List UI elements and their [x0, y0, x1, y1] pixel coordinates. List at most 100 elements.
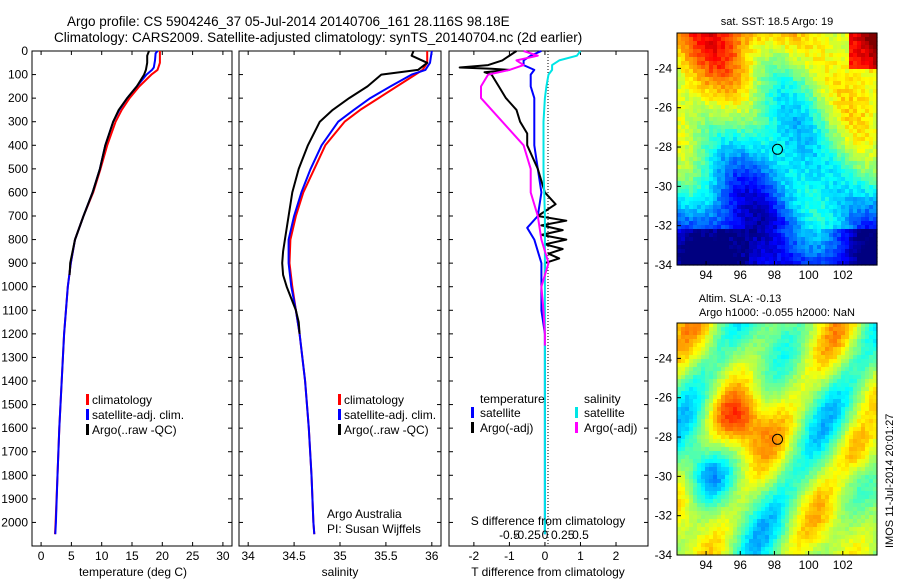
sla_map-cell [737, 335, 742, 340]
sla_map-cell [849, 375, 854, 380]
sla_map-cell [741, 331, 746, 336]
sst_map-cell [857, 185, 862, 190]
sst_map-cell [821, 61, 826, 66]
sla_map-cell [809, 403, 814, 408]
sst_map-cell [825, 97, 830, 102]
sst_map-cell [797, 173, 802, 178]
sst_map-cell [873, 121, 878, 126]
sst_map-cell [841, 241, 846, 246]
sst_map-cell [733, 141, 738, 146]
sla_map-cell [741, 367, 746, 372]
sst_map-cell [865, 189, 870, 194]
sla_map-cell [833, 383, 838, 388]
sla_map-cell [721, 419, 726, 424]
sla_map-cell [709, 327, 714, 332]
sst_map-cell [849, 97, 854, 102]
sla_map-cell [693, 451, 698, 456]
sla_map-cell [777, 431, 782, 436]
sla_map-cell [841, 423, 846, 428]
sst_map-cell [825, 145, 830, 150]
sst_map-cell [797, 233, 802, 238]
sla_map-cell [705, 435, 710, 440]
sla_map-cell [753, 451, 758, 456]
sst_map-cell [861, 129, 866, 134]
sst_map-cell [725, 129, 730, 134]
sst_map-cell [813, 157, 818, 162]
sst_map-cell [749, 101, 754, 106]
sst_map-cell [869, 229, 874, 234]
sla_map-cell [757, 371, 762, 376]
sla_map-cell [701, 347, 706, 352]
sst_map-cell [777, 193, 782, 198]
sst_map-cell [729, 185, 734, 190]
sst_map-cell [705, 73, 710, 78]
sla_map-cell [825, 371, 830, 376]
sla_map-cell [705, 323, 710, 328]
sst_map-cell [713, 185, 718, 190]
sst_map-cell [733, 37, 738, 42]
sla_map-cell [817, 351, 822, 356]
sst_map-cell [801, 221, 806, 226]
sst_map-cell [761, 177, 766, 182]
sla_map-cell [849, 427, 854, 432]
sst_map-cell [845, 97, 850, 102]
sst_map-cell [873, 69, 878, 74]
sst_map-cell [785, 73, 790, 78]
sla_map-cell [745, 379, 750, 384]
sst_map-cell [693, 145, 698, 150]
sla_map-cell [777, 435, 782, 440]
sst_map-cell [825, 209, 830, 214]
sst_map-cell [773, 57, 778, 62]
sst_map-cell [685, 137, 690, 142]
sla_map-cell [793, 415, 798, 420]
sst_map-cell [833, 225, 838, 230]
sst_map-cell [701, 185, 706, 190]
sla_map-cell [721, 391, 726, 396]
sla-map-title: Altim. SLA: -0.13 [699, 293, 782, 305]
sla_map-cell [725, 403, 730, 408]
sst_map-cell [689, 69, 694, 74]
difference-x2tick-label: 0.5 [572, 528, 589, 542]
sst_map-cell [757, 169, 762, 174]
sst_map-cell [809, 257, 814, 262]
sst_map-cell [801, 101, 806, 106]
sst_map-cell [817, 209, 822, 214]
sla_map-cell [773, 423, 778, 428]
sst_map-cell [801, 193, 806, 198]
sst_map-cell [733, 173, 738, 178]
sst_map-cell [769, 117, 774, 122]
sst_map-cell [793, 149, 798, 154]
sla_map-cell [677, 363, 682, 368]
sst_map-cell [693, 129, 698, 134]
sla_map-cell [801, 391, 806, 396]
sst_map-cell [805, 189, 810, 194]
sst_map-cell [841, 205, 846, 210]
sst_map-cell [717, 161, 722, 166]
sla_map-cell [761, 447, 766, 452]
sst_map-cell [729, 233, 734, 238]
sst_map-cell [681, 57, 686, 62]
sst_map-cell [853, 125, 858, 130]
sla_map-cell [845, 355, 850, 360]
sst_map-cell [721, 49, 726, 54]
sla_map-cell [869, 403, 874, 408]
sst_map-cell [861, 253, 866, 258]
sst_map-cell [869, 93, 874, 98]
sst_map-cell [817, 141, 822, 146]
sst_map-cell [769, 149, 774, 154]
sst_map-cell [845, 253, 850, 258]
sst_map-cell [849, 81, 854, 86]
sst_map-cell [853, 77, 858, 82]
sla_map-cell [681, 423, 686, 428]
sst_map-cell [705, 81, 710, 86]
sst_map-cell [761, 213, 766, 218]
sst_map-cell [725, 217, 730, 222]
sst_map-cell [737, 229, 742, 234]
sla_map-cell [801, 379, 806, 384]
sla_map-cell [677, 443, 682, 448]
sst_map-cell [713, 49, 718, 54]
sst_map-cell [873, 37, 878, 42]
sla_map-cell [725, 443, 730, 448]
sst_map-cell [789, 113, 794, 118]
sst_map-cell [841, 245, 846, 250]
